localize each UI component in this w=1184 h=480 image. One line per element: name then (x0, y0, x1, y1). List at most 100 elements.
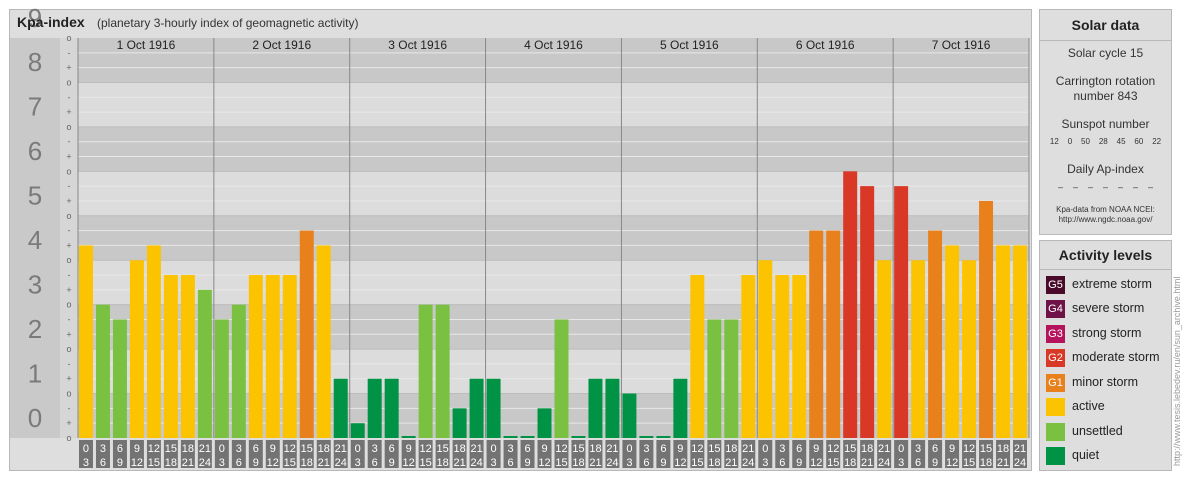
hour-label-start: 12 (420, 443, 432, 455)
hour-label-end: 18 (436, 457, 448, 469)
hour-label-end: 6 (915, 457, 921, 469)
minor-tick-label: + (66, 329, 71, 339)
hour-label-start: 6 (932, 443, 938, 455)
kp-bar (1013, 245, 1027, 438)
hour-label-start: 12 (827, 443, 839, 455)
y-tick-label: 9 (28, 3, 42, 33)
hour-label-end: 3 (355, 457, 361, 469)
kp-bar (520, 436, 535, 438)
kp-bar (724, 319, 739, 438)
hour-label-start: 6 (253, 443, 259, 455)
hour-label-end: 15 (148, 457, 160, 469)
hour-label-start: 21 (199, 443, 211, 455)
source-line-1: Kpa-data from NOAA NCEI: (1056, 205, 1155, 214)
hour-cell (588, 440, 603, 468)
kp-bar (248, 275, 263, 438)
kp-bar (605, 378, 620, 438)
hour-label-end: 24 (335, 457, 347, 469)
hour-label-end: 21 (182, 457, 194, 469)
legend-swatch-quiet (1046, 447, 1065, 465)
hour-label-end: 12 (538, 457, 550, 469)
grid-band (78, 171, 1029, 216)
day-label: 4 Oct 1916 (524, 38, 583, 52)
solar-data-title: Solar data (1071, 17, 1140, 33)
ap-title: Daily Ap-index (1067, 162, 1144, 176)
kp-bar (333, 378, 348, 438)
hour-label-end: 12 (946, 457, 958, 469)
hour-cell (707, 440, 722, 468)
kp-bar (418, 304, 433, 438)
hour-label-start: 12 (284, 443, 296, 455)
day-label: 6 Oct 1916 (796, 38, 855, 52)
legend-swatch-g1: G1 (1046, 374, 1065, 392)
hour-label-end: 3 (83, 457, 89, 469)
legend-swatch-active (1046, 398, 1065, 416)
hour-cell (775, 440, 790, 468)
hour-cell (112, 440, 127, 468)
minor-tick-label: + (66, 63, 71, 73)
hour-label-start: 12 (148, 443, 160, 455)
hour-cell (214, 440, 229, 468)
kp-bar (571, 436, 586, 438)
legend-label: active (1072, 399, 1105, 413)
minor-tick-label: - (68, 403, 71, 413)
carrington-line-1: Carrington rotation (1055, 74, 1156, 88)
hour-cell (554, 440, 569, 468)
hour-cell (79, 440, 93, 468)
hour-label-end: 6 (372, 457, 378, 469)
minor-tick-label: - (68, 181, 71, 191)
hour-cell (367, 440, 382, 468)
kp-bar (486, 378, 501, 438)
y-tick-label: 3 (28, 269, 42, 299)
y-tick-label: 1 (28, 358, 42, 388)
hour-label-end: 15 (827, 457, 839, 469)
hour-cell (690, 440, 705, 468)
hour-label-start: 15 (165, 443, 177, 455)
hour-label-start: 12 (555, 443, 567, 455)
hour-label-start: 15 (436, 443, 448, 455)
hour-label-start: 6 (117, 443, 123, 455)
minor-tick-label: + (66, 285, 71, 295)
legend-label: moderate storm (1072, 350, 1160, 364)
hour-label-start: 9 (541, 443, 547, 455)
hour-label-end: 24 (878, 457, 890, 469)
kp-bar (79, 245, 93, 438)
kp-bar (180, 275, 195, 438)
hour-label-end: 21 (997, 457, 1009, 469)
hour-cell (316, 440, 331, 468)
hour-label-start: 18 (589, 443, 601, 455)
hour-label-start: 3 (372, 443, 378, 455)
kp-bar (350, 423, 365, 438)
day-label: 5 Oct 1916 (660, 38, 719, 52)
kp-bar (503, 436, 518, 438)
minor-tick-label: - (68, 92, 71, 102)
hour-label-start: 9 (134, 443, 140, 455)
hour-label-start: 15 (572, 443, 584, 455)
hour-cell (843, 440, 858, 468)
hour-label-end: 15 (420, 457, 432, 469)
hour-label-end: 3 (898, 457, 904, 469)
hour-label-end: 15 (284, 457, 296, 469)
minor-tick-label: - (68, 314, 71, 324)
sunspot-title: Sunspot number (1061, 117, 1150, 131)
hour-label-end: 9 (389, 457, 395, 469)
minor-tick-label: - (68, 226, 71, 236)
activity-levels-title: Activity levels (1058, 247, 1153, 263)
hour-cell (656, 440, 671, 468)
kp-bar (588, 378, 603, 438)
hour-label-end: 15 (691, 457, 703, 469)
hour-cell (945, 440, 960, 468)
chart-subtitle: (planetary 3-hourly index of geomagnetic… (97, 16, 359, 30)
kp-bar (401, 436, 416, 438)
hour-cell (299, 440, 314, 468)
activity-title-divider (1040, 269, 1171, 270)
hour-cell (639, 440, 654, 468)
hour-label-end: 9 (117, 457, 123, 469)
kp-bar (860, 186, 875, 438)
kp-bar (112, 319, 127, 438)
hour-label-end: 15 (555, 457, 567, 469)
hour-cell (860, 440, 875, 468)
hour-label-start: 12 (963, 443, 975, 455)
hour-cell (486, 440, 501, 468)
